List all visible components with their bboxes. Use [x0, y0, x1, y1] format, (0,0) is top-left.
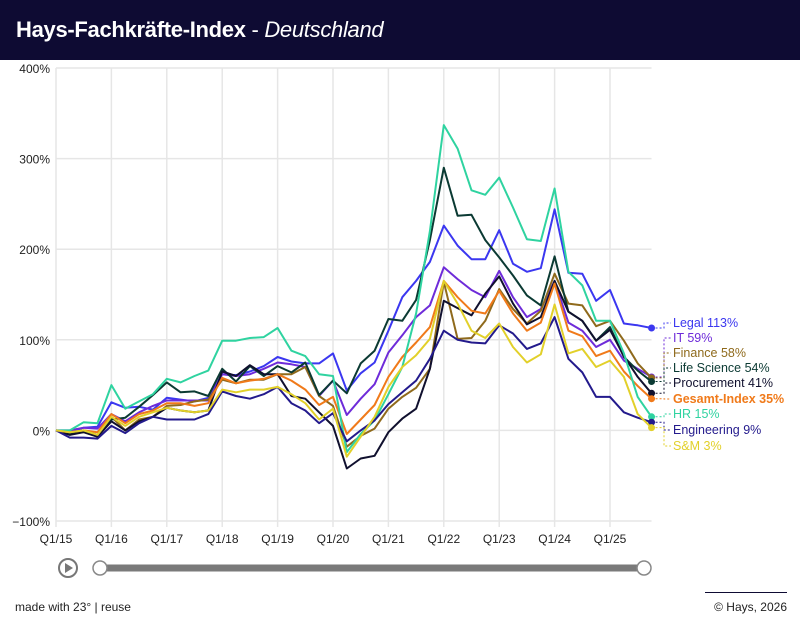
- series-label: Engineering 9%: [673, 423, 761, 437]
- series-end-dot: [648, 418, 656, 426]
- x-tick-label: Q1/22: [427, 532, 460, 546]
- x-tick-label: Q1/23: [483, 532, 516, 546]
- series-line-engineering: [55, 316, 652, 443]
- x-tick-label: Q1/24: [538, 532, 571, 546]
- label-connector: [655, 427, 671, 447]
- series-line-procurement: [55, 275, 653, 470]
- series-end-dot: [648, 377, 656, 385]
- y-tick-label: 0%: [33, 424, 51, 438]
- series-line-gesamt-index: [55, 279, 653, 435]
- header: Hays-Fachkräfte-Index - Deutschland: [0, 0, 800, 60]
- x-tick-label: Q1/19: [261, 532, 294, 546]
- label-connector: [655, 367, 671, 382]
- label-connector: [655, 322, 671, 329]
- series-label: Procurement 41%: [673, 376, 773, 390]
- play-button[interactable]: [58, 558, 78, 578]
- chart-title: Hays-Fachkräfte-Index - Deutschland: [16, 17, 384, 42]
- series-line-hr: [56, 124, 653, 454]
- series-end-dot: [648, 424, 656, 432]
- series-label: Life Science 54%: [673, 361, 770, 375]
- x-tick-label: Q1/25: [594, 532, 627, 546]
- label-connector: [655, 337, 671, 378]
- series-end-dot: [648, 389, 656, 397]
- x-tick-label: Q1/18: [206, 532, 239, 546]
- series-line-legal: [55, 208, 652, 434]
- y-tick-label: 100%: [19, 334, 50, 348]
- range-slider-end-handle[interactable]: [636, 560, 652, 576]
- x-tick-label: Q1/17: [150, 532, 183, 546]
- series-label: Legal 113%: [673, 316, 738, 330]
- y-tick-label: 200%: [19, 243, 50, 257]
- series-label: IT 59%: [673, 331, 712, 345]
- label-connector: [655, 382, 671, 394]
- x-tick-label: Q1/16: [95, 532, 128, 546]
- label-connector: [655, 352, 671, 379]
- series-line-s-m: [55, 279, 653, 458]
- copyright: © Hays, 2026: [714, 600, 787, 614]
- series-label: HR 15%: [673, 407, 720, 421]
- play-circle-icon: [65, 563, 73, 573]
- y-tick-label: −100%: [12, 515, 50, 529]
- series-end-dot: [648, 395, 656, 403]
- series-end-dot: [648, 413, 656, 421]
- x-tick-label: Q1/20: [317, 532, 350, 546]
- series-label: Gesamt-Index 35%: [673, 392, 784, 406]
- y-tick-label: 400%: [19, 62, 50, 76]
- x-tick-label: Q1/21: [372, 532, 405, 546]
- x-tick-label: Q1/15: [40, 532, 73, 546]
- series-label: Finance 58%: [673, 346, 746, 360]
- label-connector: [655, 421, 671, 431]
- series-label: S&M 3%: [673, 439, 722, 453]
- made-with-credit[interactable]: made with 23° | reuse: [15, 600, 131, 614]
- series-end-dot: [648, 324, 656, 332]
- label-connector: [655, 413, 671, 418]
- y-tick-label: 300%: [19, 153, 50, 167]
- footer-divider: [705, 592, 787, 593]
- range-slider-start-handle[interactable]: [92, 560, 108, 576]
